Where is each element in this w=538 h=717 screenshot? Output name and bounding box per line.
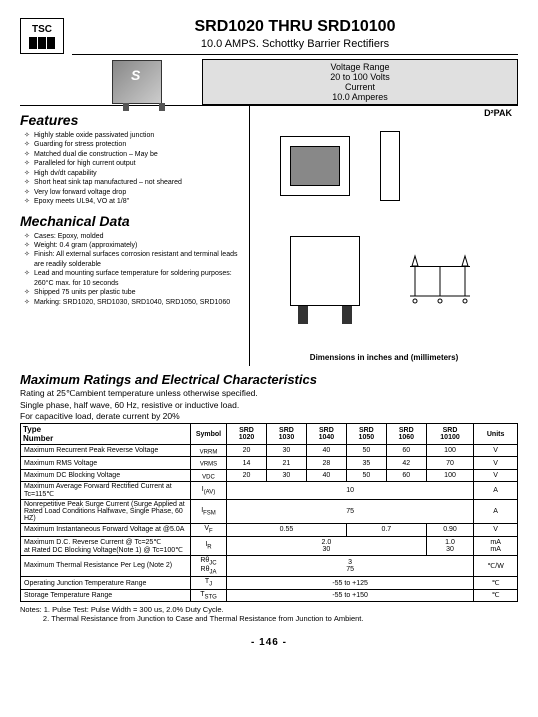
ratings-table: TypeNumberSymbolSRD1020SRD1030SRD1040SRD… bbox=[20, 423, 518, 602]
subtitle: 10.0 AMPS. Schottky Barrier Rectifiers bbox=[72, 38, 518, 50]
list-item: High dv/dt capability bbox=[24, 169, 243, 178]
title-area: SRD1020 THRU SRD10100 10.0 AMPS. Schottk… bbox=[72, 18, 518, 105]
mid-section: Features Highly stable oxide passivated … bbox=[20, 105, 518, 366]
rating-note-3: For capacitive load, derate current by 2… bbox=[20, 411, 518, 421]
left-column: Features Highly stable oxide passivated … bbox=[20, 106, 249, 366]
page-number: - 146 - bbox=[20, 637, 518, 648]
list-item: Very low forward voltage drop bbox=[24, 188, 243, 197]
table-row: Maximum D.C. Reverse Current @ Tc=25℃at … bbox=[21, 536, 518, 555]
table-header-cell: Units bbox=[474, 424, 518, 445]
list-item: Weight: 0.4 gram (approximately) bbox=[24, 241, 243, 250]
package-image bbox=[72, 59, 202, 105]
table-row: Operating Junction Temperature RangeTJ-5… bbox=[21, 577, 518, 589]
features-heading: Features bbox=[20, 112, 243, 128]
datasheet-page: TSC SRD1020 THRU SRD10100 10.0 AMPS. Sch… bbox=[0, 0, 538, 658]
mechanical-list: Cases: Epoxy, moldedWeight: 0.4 gram (ap… bbox=[20, 232, 243, 308]
table-row: Maximum DC Blocking VoltageVDC2030405060… bbox=[21, 469, 518, 481]
table-row: Maximum Thermal Resistance Per Leg (Note… bbox=[21, 555, 518, 577]
brand-logo: TSC bbox=[20, 18, 64, 54]
table-body: Maximum Recurrent Peak Reverse VoltageVR… bbox=[21, 445, 518, 602]
table-header-cell: SRD1050 bbox=[346, 424, 386, 445]
max-ratings-heading: Maximum Ratings and Electrical Character… bbox=[20, 372, 518, 387]
footnotes: Notes: 1. Pulse Test: Pulse Width = 300 … bbox=[20, 605, 518, 623]
mechanical-heading: Mechanical Data bbox=[20, 213, 243, 229]
table-row: Maximum RMS VoltageVRMS142128354270V bbox=[21, 457, 518, 469]
features-list: Highly stable oxide passivated junctionG… bbox=[20, 131, 243, 207]
package-outline-drawing: 1 2 3 bbox=[260, 126, 508, 344]
table-header-cell: SRD1060 bbox=[386, 424, 426, 445]
list-item: Highly stable oxide passivated junction bbox=[24, 131, 243, 140]
logo-text: TSC bbox=[32, 24, 52, 35]
list-item: Paralleled for high current output bbox=[24, 159, 243, 168]
table-header-cell: SRD10100 bbox=[426, 424, 474, 445]
table-row: Maximum Recurrent Peak Reverse VoltageVR… bbox=[21, 445, 518, 457]
table-header-cell: SRD1020 bbox=[227, 424, 267, 445]
package-type-label: D²PAK bbox=[484, 108, 512, 118]
table-header-cell: SRD1030 bbox=[266, 424, 306, 445]
list-item: Marking: SRD1020, SRD1030, SRD1040, SRD1… bbox=[24, 298, 243, 307]
list-item: Short heat sink tap manufactured – not s… bbox=[24, 178, 243, 187]
list-item: Guarding for stress protection bbox=[24, 140, 243, 149]
list-item: Shipped 75 units per plastic tube bbox=[24, 288, 243, 297]
table-row: Storage Temperature RangeTSTG-55 to +150… bbox=[21, 589, 518, 601]
table-row: Maximum Average Forward Rectified Curren… bbox=[21, 482, 518, 500]
rating-summary-box: Voltage Range 20 to 100 Volts Current 10… bbox=[202, 59, 518, 105]
chip-icon bbox=[112, 60, 162, 104]
table-header-cell: Symbol bbox=[191, 424, 227, 445]
schematic-icon: 1 2 3 bbox=[400, 246, 480, 306]
table-header-cell: SRD1040 bbox=[306, 424, 346, 445]
table-header-cell: TypeNumber bbox=[21, 424, 191, 445]
list-item: Lead and mounting surface temperature fo… bbox=[24, 269, 243, 288]
list-item: Finish: All external surfaces corrosion … bbox=[24, 250, 243, 269]
dimension-note: Dimensions in inches and (millimeters) bbox=[250, 353, 518, 362]
page-title: SRD1020 THRU SRD10100 bbox=[72, 18, 518, 36]
package-drawing-panel: D²PAK 1 bbox=[249, 106, 518, 366]
header-row: TSC SRD1020 THRU SRD10100 10.0 AMPS. Sch… bbox=[20, 18, 518, 105]
rating-note-2: Single phase, half wave, 60 Hz, resistiv… bbox=[20, 400, 518, 410]
list-item: Epoxy meets UL94, VO at 1/8" bbox=[24, 197, 243, 206]
rating-note-1: Rating at 25℃ambient temperature unless … bbox=[20, 388, 518, 399]
table-row: Maximum Instantaneous Forward Voltage at… bbox=[21, 524, 518, 536]
list-item: Matched dual die construction – May be bbox=[24, 150, 243, 159]
table-header-row: TypeNumberSymbolSRD1020SRD1030SRD1040SRD… bbox=[21, 424, 518, 445]
list-item: Cases: Epoxy, molded bbox=[24, 232, 243, 241]
table-row: Nonrepetitive Peak Surge Current (Surge … bbox=[21, 500, 518, 524]
info-row: Voltage Range 20 to 100 Volts Current 10… bbox=[72, 59, 518, 105]
